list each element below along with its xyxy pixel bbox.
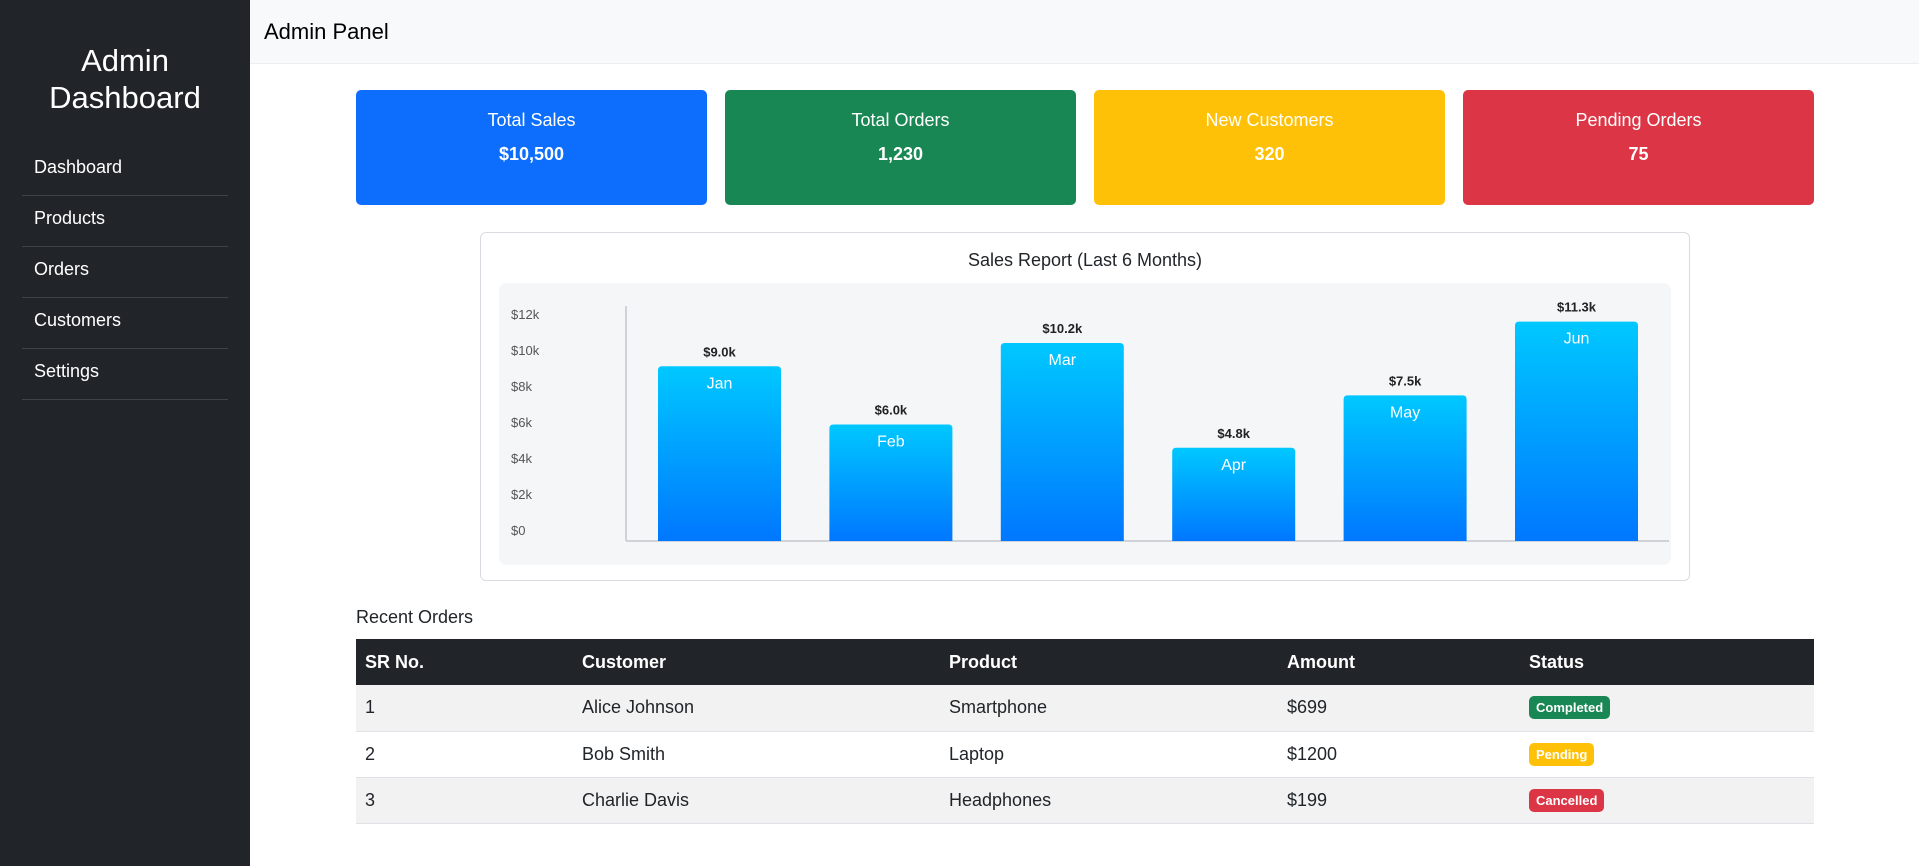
- bar-apr[interactable]: [1172, 447, 1296, 541]
- bar-value-label: $7.5k: [1389, 373, 1422, 388]
- card-pending-orders: Pending Orders 75: [1463, 90, 1814, 205]
- status-badge: Completed: [1529, 696, 1611, 720]
- bar-value-label: $6.0k: [875, 403, 908, 418]
- cell-status: Cancelled: [1520, 777, 1814, 824]
- sidebar-item-orders[interactable]: Orders: [22, 247, 228, 298]
- table-row: 2 Bob Smith Laptop $1200 Pending: [356, 731, 1814, 778]
- chart-title: Sales Report (Last 6 Months): [967, 250, 1203, 270]
- card-value: 1,230: [877, 144, 924, 164]
- cell-amount: $699: [1278, 685, 1520, 732]
- card-label: Total Orders: [851, 110, 950, 130]
- bar-category-label: May: [1390, 404, 1420, 421]
- y-tick-label: $4k: [511, 451, 532, 466]
- bar-jan[interactable]: [658, 366, 781, 541]
- cell-product: Headphones: [940, 777, 1278, 824]
- card-label: Total Sales: [487, 110, 576, 130]
- cell-amount: $1200: [1278, 731, 1520, 778]
- y-tick-label: $6k: [511, 415, 532, 430]
- recent-orders-title: Recent Orders: [356, 607, 474, 627]
- bar-feb[interactable]: [829, 424, 953, 542]
- column-header-status: Status: [1520, 639, 1814, 685]
- stat-cards: Total Sales $10,500 Total Orders 1,230 N…: [356, 90, 1814, 205]
- card-value: 320: [1254, 144, 1285, 164]
- cell-amount: $199: [1278, 777, 1520, 824]
- brand-line-1: Admin: [81, 43, 169, 78]
- table-row: 3 Charlie Davis Headphones $199 Cancelle…: [356, 777, 1814, 824]
- sidebar: Admin Dashboard Dashboard Products Order…: [0, 0, 250, 866]
- y-tick-label: $12k: [511, 307, 540, 322]
- column-header-customer: Customer: [573, 639, 940, 685]
- card-value: $10,500: [498, 144, 565, 164]
- cell-customer: Alice Johnson: [573, 685, 940, 732]
- bar-category-label: Mar: [1049, 352, 1077, 369]
- sidebar-item-customers[interactable]: Customers: [22, 298, 228, 349]
- sidebar-brand: Admin Dashboard: [0, 0, 250, 132]
- sidebar-item-products[interactable]: Products: [22, 196, 228, 247]
- bar-value-label: $11.3k: [1557, 300, 1597, 315]
- table-row: 1 Alice Johnson Smartphone $699 Complete…: [356, 685, 1814, 732]
- cell-product: Laptop: [940, 731, 1278, 778]
- bar-category-label: Jan: [707, 375, 733, 392]
- bar-may[interactable]: [1343, 395, 1467, 541]
- bar-jun[interactable]: [1515, 321, 1638, 541]
- navbar-title[interactable]: Admin Panel: [264, 19, 389, 44]
- y-tick-label: $2k: [511, 487, 532, 502]
- card-total-orders: Total Orders 1,230: [725, 90, 1076, 205]
- card-label: Pending Orders: [1575, 110, 1702, 130]
- orders-table: SR No. Customer Product Amount Status 1 …: [356, 639, 1814, 824]
- bar-value-label: $9.0k: [703, 344, 736, 359]
- top-navbar: Admin Panel: [250, 0, 1919, 64]
- cell-sr: 1: [356, 685, 573, 732]
- cell-customer: Charlie Davis: [573, 777, 940, 824]
- sidebar-item-dashboard[interactable]: Dashboard: [22, 145, 228, 196]
- y-tick-label: $0: [511, 523, 525, 538]
- card-value: 75: [1628, 144, 1649, 164]
- card-total-sales: Total Sales $10,500: [356, 90, 707, 205]
- bar-value-label: $10.2k: [1042, 321, 1083, 336]
- brand-line-2: Dashboard: [49, 80, 201, 115]
- cell-sr: 3: [356, 777, 573, 824]
- cell-status: Pending: [1520, 731, 1814, 778]
- y-tick-label: $8k: [511, 379, 532, 394]
- table-header-row: SR No. Customer Product Amount Status: [356, 639, 1814, 685]
- card-new-customers: New Customers 320: [1094, 90, 1445, 205]
- cell-sr: 2: [356, 731, 573, 778]
- cell-product: Smartphone: [940, 685, 1278, 732]
- column-header-amount: Amount: [1278, 639, 1520, 685]
- bar-chart: $0 $2k $4k $6k $8k $10k $12k $9.0k Jan $6.0k Feb $1…: [511, 300, 1669, 542]
- sidebar-nav: Dashboard Products Orders Customers Sett…: [0, 145, 250, 400]
- status-badge: Pending: [1529, 742, 1595, 766]
- status-badge: Cancelled: [1529, 788, 1605, 812]
- bar-category-label: Apr: [1221, 457, 1247, 474]
- y-tick-label: $10k: [511, 343, 540, 358]
- cell-status: Completed: [1520, 685, 1814, 732]
- bar-category-label: Feb: [877, 434, 905, 451]
- cell-customer: Bob Smith: [573, 731, 940, 778]
- bar-mar[interactable]: [1000, 342, 1124, 541]
- sales-chart-panel: Sales Report (Last 6 Months) $0 $2k $4k $6k…: [480, 232, 1690, 581]
- column-header-sr: SR No.: [356, 639, 573, 685]
- bar-value-label: $4.8k: [1217, 426, 1250, 441]
- column-header-product: Product: [940, 639, 1278, 685]
- sidebar-item-settings[interactable]: Settings: [22, 349, 228, 400]
- chart-area: $0 $2k $4k $6k $8k $10k $12k $9.0k Jan $6.0k Feb $1…: [499, 283, 1671, 565]
- card-label: New Customers: [1205, 110, 1334, 130]
- bar-category-label: Jun: [1564, 331, 1590, 348]
